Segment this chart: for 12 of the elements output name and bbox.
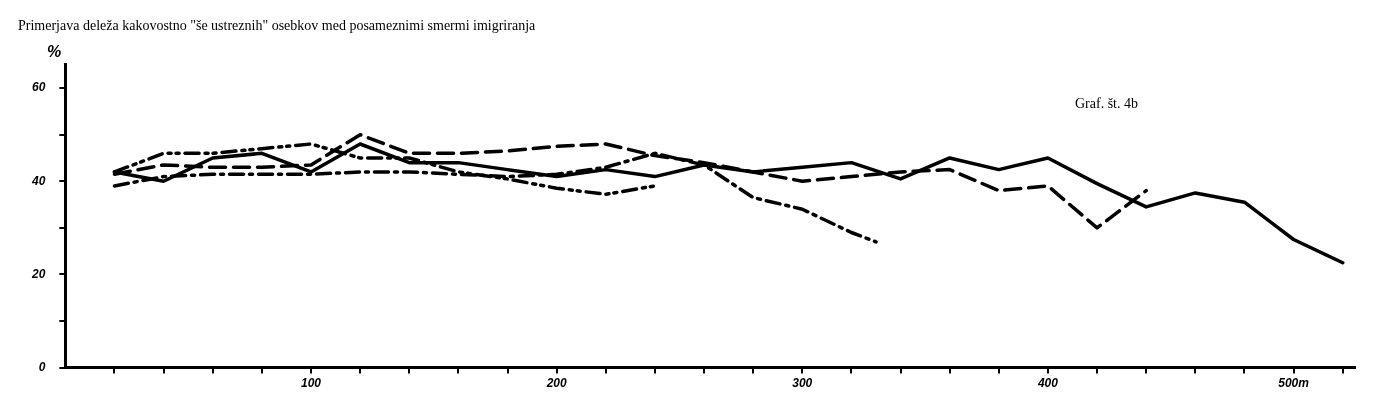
chart-title: Primerjava deleža kakovostno "še ustreznih" osebkov med posameznimi smermi imigriranja — [18, 18, 537, 34]
y-tick-label: 40 — [30, 173, 46, 188]
y-tick-label: 0 — [38, 359, 46, 374]
x-tick-label: 400 — [1036, 376, 1059, 391]
x-tick-label: 300 — [792, 376, 813, 391]
x-tick-label: 200 — [545, 376, 567, 391]
x-tick-label: 500m — [1278, 376, 1310, 391]
x-tick-label: 100 — [300, 376, 322, 391]
y-tick-label: 60 — [31, 80, 46, 95]
y-tick-label: 20 — [30, 266, 46, 281]
y-axis-title: % — [47, 43, 62, 61]
annotation: Graf. št. 4b — [1075, 96, 1138, 112]
